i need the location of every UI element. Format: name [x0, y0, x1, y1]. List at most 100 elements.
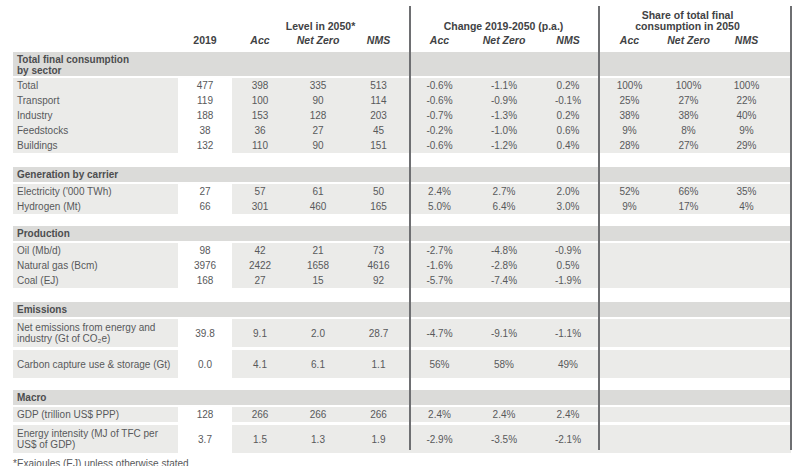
value-share-nms: [716, 425, 777, 453]
column-header-level-nms: NMS: [348, 34, 409, 46]
value-share-nms: 100%: [716, 78, 777, 93]
value-share-acc: [598, 273, 661, 288]
value-change-nms: 2.4%: [538, 407, 598, 422]
table-row-natural-gas: Natural gas (Bcm) 3976 2422 1658 4616 -1…: [13, 258, 791, 273]
value-share-acc: 9%: [598, 199, 661, 214]
row-label: Buildings: [13, 138, 178, 153]
value-level-acc: 9.1: [232, 319, 288, 347]
value-change-acc: 2.4%: [409, 407, 470, 422]
value-share-acc: 100%: [598, 78, 661, 93]
value-change-acc: -2.7%: [409, 243, 470, 258]
value-level-netzero: 2.0: [288, 319, 348, 347]
value-change-nms: 0.4%: [538, 138, 598, 153]
value-2019: 0.0: [178, 350, 232, 378]
value-2019: 98: [178, 243, 232, 258]
value-2019: 477: [178, 78, 232, 93]
value-share-acc: [598, 407, 661, 422]
value-level-nms: 45: [348, 123, 409, 138]
value-level-nms: 28.7: [348, 319, 409, 347]
value-share-acc: 25%: [598, 93, 661, 108]
value-level-netzero: 90: [288, 93, 348, 108]
value-level-netzero: 15: [288, 273, 348, 288]
value-share-nms: 4%: [716, 199, 777, 214]
column-header-change-acc: Acc: [409, 34, 470, 46]
section-header-total-final-consumption: Total final consumption by sector: [13, 52, 791, 76]
value-level-nms: 151: [348, 138, 409, 153]
value-level-netzero: 266: [288, 407, 348, 422]
row-pad: [777, 184, 791, 199]
row-label: Coal (EJ): [13, 273, 178, 288]
value-share-acc: 9%: [598, 123, 661, 138]
value-level-nms: 203: [348, 108, 409, 123]
value-share-netzero: [661, 407, 716, 422]
value-change-netzero: 6.4%: [470, 199, 538, 214]
row-label: Net emissions from energy and industry (…: [13, 319, 178, 347]
value-share-nms: 9%: [716, 123, 777, 138]
column-header-level-netzero: Net Zero: [288, 34, 348, 46]
row-pad: [777, 407, 791, 422]
value-share-nms: [716, 350, 777, 378]
section-header-macro: Macro: [13, 390, 791, 405]
group-header-row: Level in 2050* Change 2019-2050 (p.a.) S…: [13, 0, 791, 32]
value-change-netzero: -3.5%: [470, 425, 538, 453]
divider-right-edge: [790, 6, 792, 450]
value-share-nms: 22%: [716, 93, 777, 108]
value-level-acc: 42: [232, 243, 288, 258]
table-row-industry: Industry 188 153 128 203 -0.7% -1.3% 0.2…: [13, 108, 791, 123]
divider-level-change: [409, 6, 411, 450]
value-change-acc: -5.7%: [409, 273, 470, 288]
table-row-oil: Oil (Mb/d) 98 42 21 73 -2.7% -4.8% -0.9%: [13, 243, 791, 258]
column-header-share-acc: Acc: [598, 34, 661, 46]
row-pad: [777, 199, 791, 214]
value-change-acc: -0.6%: [409, 78, 470, 93]
value-share-netzero: 8%: [661, 123, 716, 138]
row-pad: [777, 319, 791, 347]
value-level-netzero: 27: [288, 123, 348, 138]
value-2019: 3976: [178, 258, 232, 273]
value-level-nms: 513: [348, 78, 409, 93]
row-pad: [777, 138, 791, 153]
value-level-acc: 4.1: [232, 350, 288, 378]
value-level-acc: 398: [232, 78, 288, 93]
section-header-emissions: Emissions: [13, 302, 791, 317]
value-level-netzero: 1.3: [288, 425, 348, 453]
value-change-nms: 2.0%: [538, 184, 598, 199]
column-header-change-nms: NMS: [538, 34, 598, 46]
value-change-acc: -0.6%: [409, 138, 470, 153]
row-label: GDP (trillion US$ PPP): [13, 407, 178, 422]
footnote: *Exajoules (EJ) unless otherwise stated: [13, 458, 801, 466]
value-level-netzero: 335: [288, 78, 348, 93]
value-2019: 39.8: [178, 319, 232, 347]
value-share-acc: [598, 425, 661, 453]
section-title: Total final consumption by sector: [17, 54, 142, 76]
energy-scenarios-table: Level in 2050* Change 2019-2050 (p.a.) S…: [0, 0, 801, 466]
row-label: Total: [13, 78, 178, 93]
row-pad: [777, 258, 791, 273]
value-share-netzero: [661, 425, 716, 453]
value-share-nms: 29%: [716, 138, 777, 153]
value-2019: 66: [178, 199, 232, 214]
value-change-acc: -4.7%: [409, 319, 470, 347]
value-share-netzero: [661, 258, 716, 273]
value-level-netzero: 90: [288, 138, 348, 153]
value-level-nms: 1.1: [348, 350, 409, 378]
value-change-acc: -0.2%: [409, 123, 470, 138]
group-header-share-line2: consumption in 2050: [598, 21, 777, 32]
value-change-nms: -1.1%: [538, 319, 598, 347]
value-2019: 128: [178, 407, 232, 422]
column-header-change-netzero: Net Zero: [470, 34, 538, 46]
group-header-share: Share of total final consumption in 2050: [598, 10, 777, 32]
value-change-acc: -1.6%: [409, 258, 470, 273]
row-label: Industry: [13, 108, 178, 123]
value-level-acc: 100: [232, 93, 288, 108]
value-level-netzero: 128: [288, 108, 348, 123]
column-header-2019: 2019: [178, 34, 232, 46]
value-2019: 188: [178, 108, 232, 123]
value-change-acc: 2.4%: [409, 184, 470, 199]
value-level-acc: 301: [232, 199, 288, 214]
value-share-netzero: 27%: [661, 93, 716, 108]
value-change-acc: 56%: [409, 350, 470, 378]
value-change-netzero: -1.2%: [470, 138, 538, 153]
table-row-gdp: GDP (trillion US$ PPP) 128 266 266 266 2…: [13, 407, 791, 422]
value-level-netzero: 1658: [288, 258, 348, 273]
